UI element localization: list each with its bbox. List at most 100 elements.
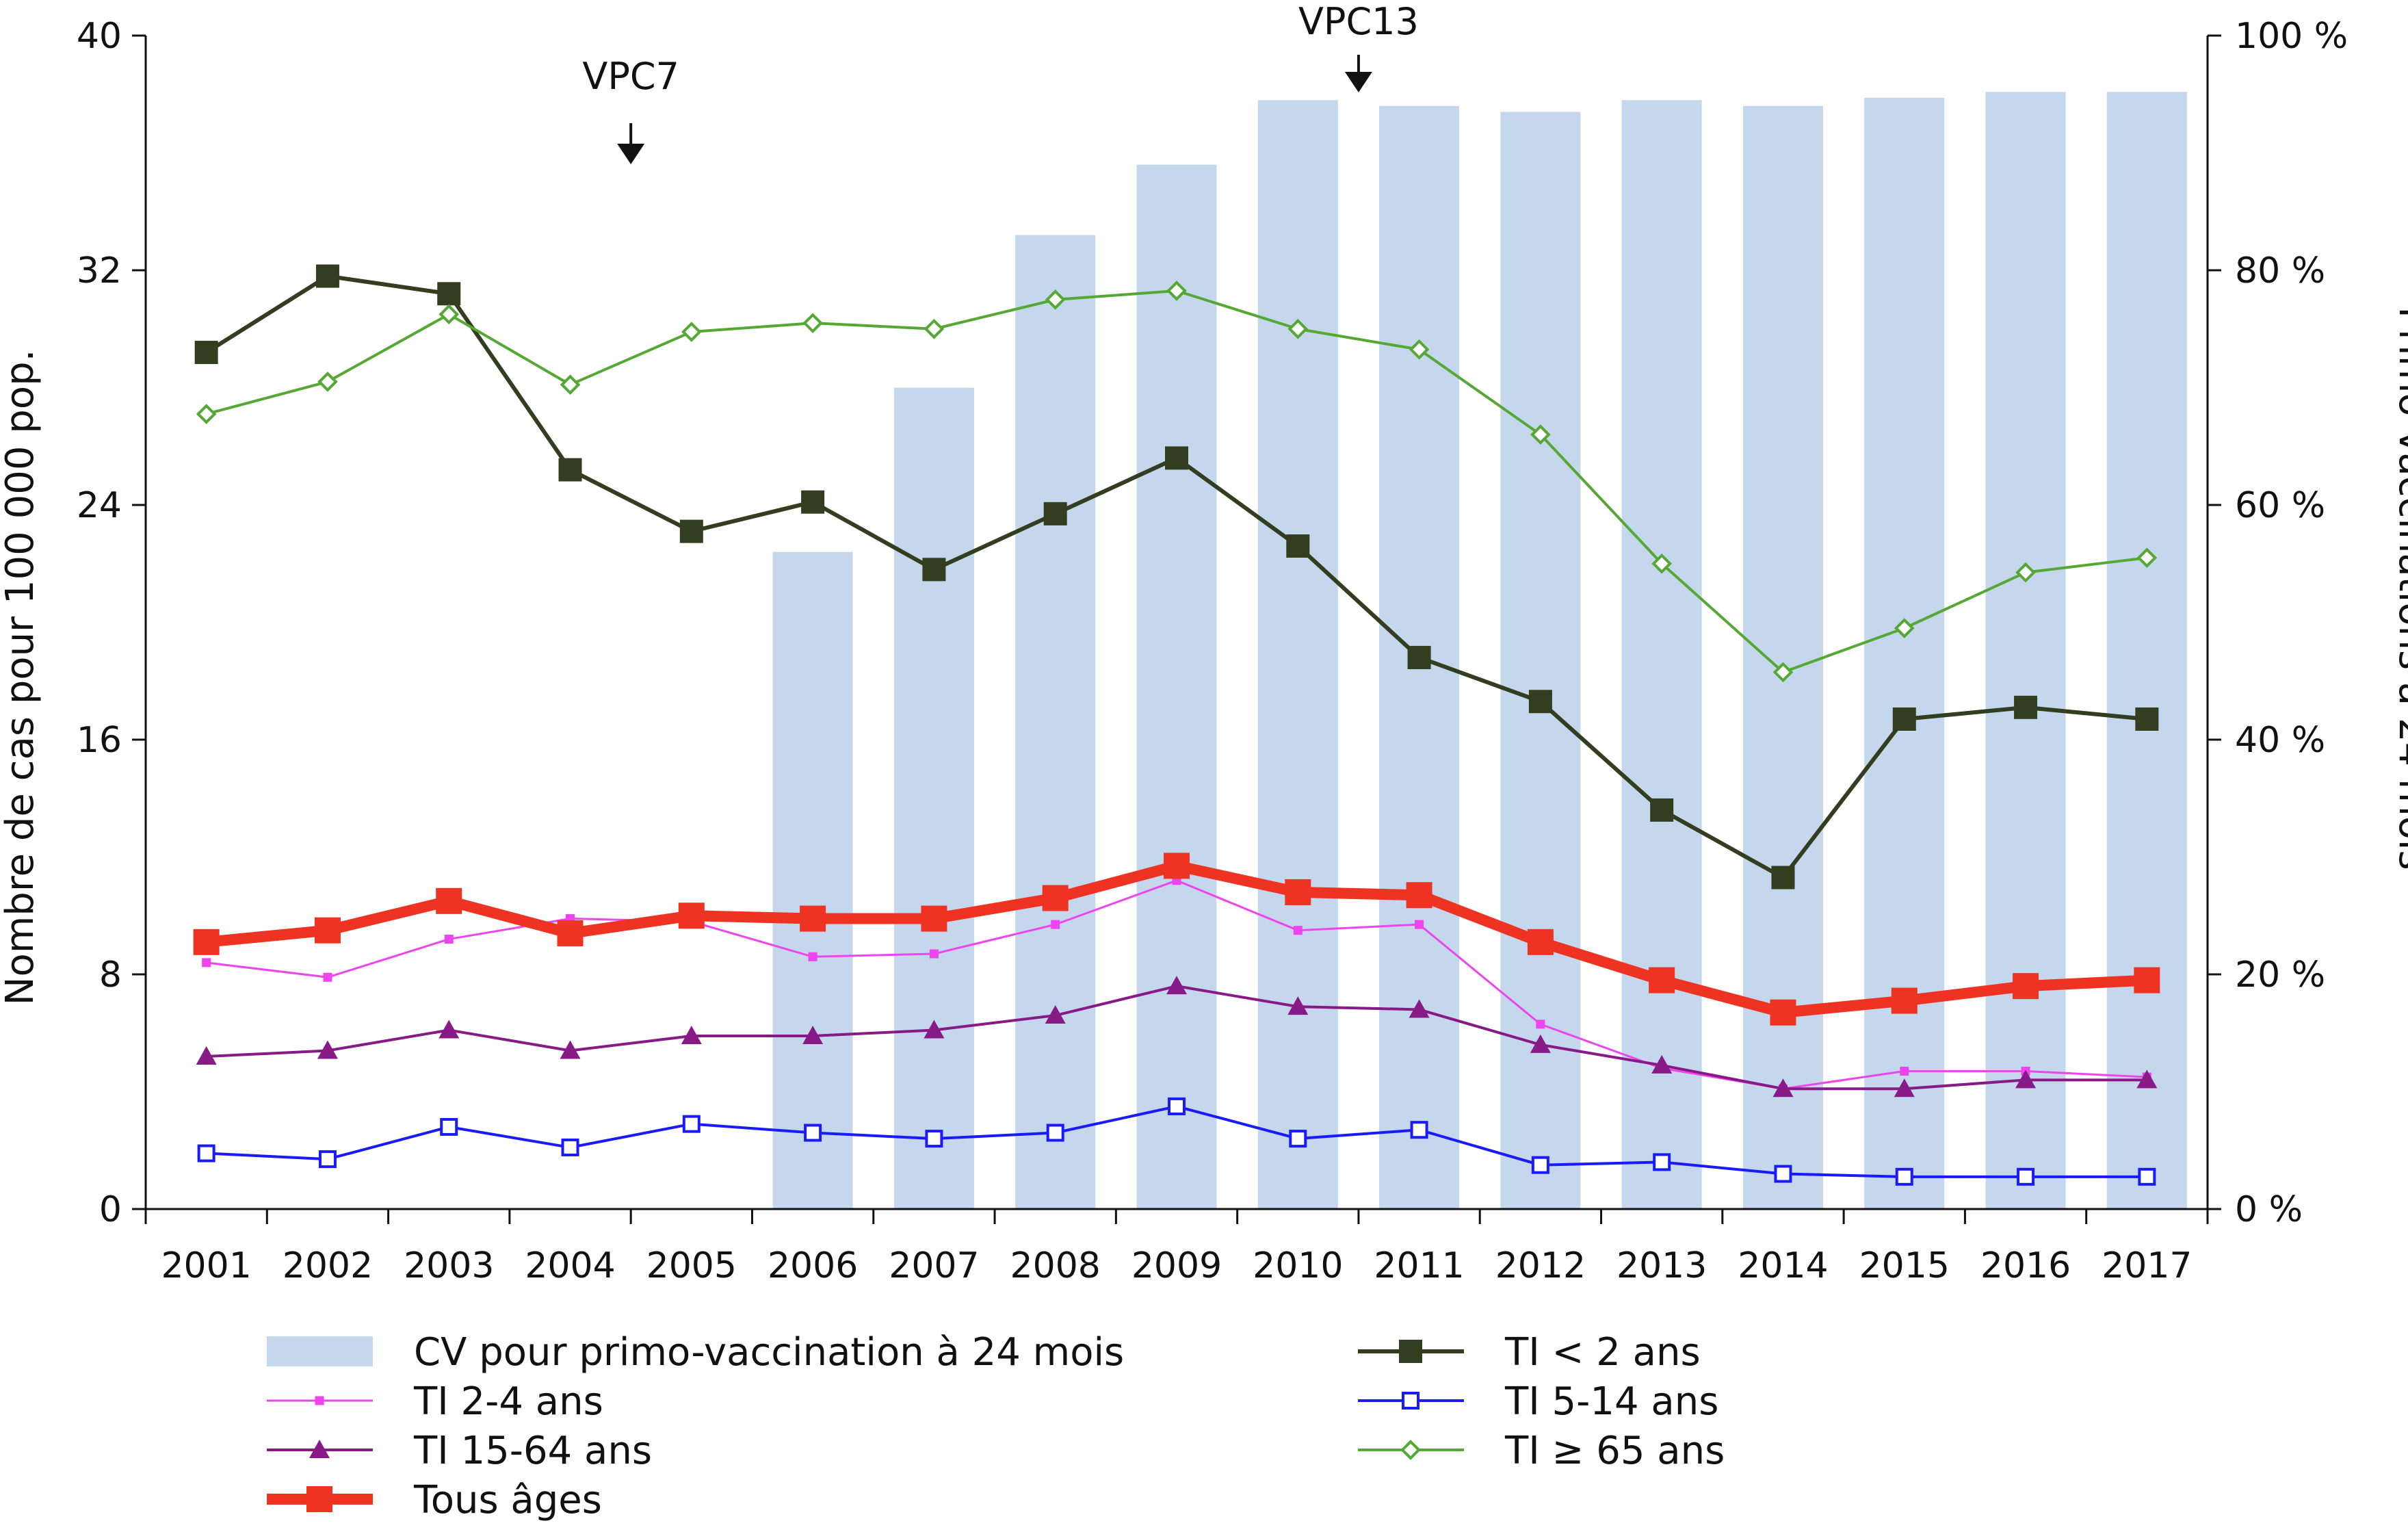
x-tick-label: 2001 xyxy=(161,1245,251,1286)
x-tick-label: 2002 xyxy=(283,1245,373,1286)
data-point-2010 xyxy=(1287,996,1309,1015)
y-axis-right-title: Primo-vaccinations à 24 mois xyxy=(2390,307,2408,870)
legend-item: CV pour primo-vaccination à 24 mois xyxy=(267,1330,1124,1375)
data-point-2009 xyxy=(1166,281,1187,301)
data-point-2007 xyxy=(921,905,947,932)
y-left-tick-label: 24 xyxy=(77,485,122,526)
data-point-2011 xyxy=(1409,999,1430,1018)
data-point-2002 xyxy=(317,372,338,392)
data-point-2011 xyxy=(1409,339,1430,360)
data-point-2005 xyxy=(681,322,702,342)
data-point-2011 xyxy=(1415,920,1424,929)
data-point-2004 xyxy=(558,458,582,482)
data-point-2003 xyxy=(437,282,461,306)
data-point-2006 xyxy=(801,490,825,514)
data-point-2012 xyxy=(1527,929,1554,955)
data-point-2007 xyxy=(929,949,939,959)
data-point-2013 xyxy=(1651,553,1673,574)
data-point-2002 xyxy=(315,264,339,288)
data-point-2006 xyxy=(804,1124,822,1142)
x-tick-label: 2015 xyxy=(1859,1245,1950,1286)
data-point-2010 xyxy=(1286,534,1310,558)
data-point-2001 xyxy=(194,341,218,365)
y-right-tick-label: 100 % xyxy=(2235,16,2348,57)
legend-swatch-marker xyxy=(1402,1392,1419,1410)
x-tick-label: 2013 xyxy=(1617,1245,1707,1286)
coverage-bars xyxy=(772,92,2187,1210)
data-point-2008 xyxy=(1043,502,1067,525)
legend-item: TI ≥ 65 ans xyxy=(1358,1429,1725,1473)
data-point-2001 xyxy=(197,1144,215,1163)
data-point-2011 xyxy=(1407,645,1431,669)
data-point-2013 xyxy=(1650,798,1674,822)
legend-swatch-marker xyxy=(1399,1340,1422,1363)
data-point-2005 xyxy=(682,1115,701,1133)
legend-item: TI < 2 ans xyxy=(1358,1330,1701,1375)
data-point-2016 xyxy=(2015,1069,2037,1089)
x-tick-label: 2006 xyxy=(768,1245,858,1286)
data-point-2009 xyxy=(1164,853,1190,879)
data-point-2009 xyxy=(1165,446,1188,470)
data-point-2008 xyxy=(1051,920,1060,929)
data-point-2004 xyxy=(557,920,584,946)
series-ti-5-14-ans xyxy=(197,1097,2156,1186)
data-point-2017 xyxy=(2136,1069,2158,1089)
annotation-vpc13: VPC13 xyxy=(1298,0,1419,92)
x-tick-label: 2010 xyxy=(1253,1245,1343,1286)
data-point-2007 xyxy=(924,1020,945,1039)
legend-label: Tous âges xyxy=(413,1478,602,1522)
data-point-2004 xyxy=(560,374,581,395)
data-point-2008 xyxy=(1046,1124,1064,1142)
data-point-2016 xyxy=(2017,1167,2035,1186)
data-point-2001 xyxy=(193,929,220,955)
annotation-label: VPC13 xyxy=(1298,0,1419,43)
y-left-tick-label: 0 xyxy=(99,1189,122,1230)
x-tick-label: 2005 xyxy=(646,1245,737,1286)
legend-label: CV pour primo-vaccination à 24 mois xyxy=(414,1330,1124,1375)
data-point-2013 xyxy=(1649,967,1675,994)
coverage-bar-2008 xyxy=(1015,235,1096,1209)
legend-label: TI ≥ 65 ans xyxy=(1504,1429,1725,1473)
data-point-2002 xyxy=(317,1040,338,1059)
x-tick-label: 2007 xyxy=(889,1245,979,1286)
data-point-2003 xyxy=(439,1020,460,1039)
x-tick-label: 2012 xyxy=(1495,1245,1586,1286)
data-point-2016 xyxy=(2015,562,2036,583)
data-point-2004 xyxy=(561,1138,579,1156)
data-point-2005 xyxy=(681,1026,702,1045)
data-point-2010 xyxy=(1287,318,1309,339)
coverage-bar-2016 xyxy=(1985,92,2066,1209)
legend-swatch-bar xyxy=(267,1336,373,1366)
coverage-bar-2010 xyxy=(1257,100,1338,1210)
data-point-2008 xyxy=(1045,1005,1066,1024)
coverage-bar-2009 xyxy=(1136,164,1217,1209)
data-point-2014 xyxy=(1772,662,1794,683)
data-point-2002 xyxy=(314,917,341,944)
data-point-2007 xyxy=(922,558,946,582)
x-tick-label: 2011 xyxy=(1374,1245,1464,1286)
annotation-arrow-head xyxy=(1344,72,1372,92)
data-point-2003 xyxy=(439,304,460,325)
annotation-arrow-head xyxy=(617,144,645,164)
x-tick-label: 2009 xyxy=(1131,1245,1222,1286)
legend-swatch-marker xyxy=(306,1486,332,1512)
data-point-2016 xyxy=(2014,695,2038,719)
data-point-2014 xyxy=(1772,1078,1794,1098)
data-point-2009 xyxy=(1166,976,1187,995)
y-left-tick-label: 16 xyxy=(77,720,122,761)
x-tick-label: 2004 xyxy=(525,1245,615,1286)
data-point-2009 xyxy=(1168,1097,1186,1115)
series-lines xyxy=(193,264,2160,1186)
data-point-2006 xyxy=(802,1026,824,1045)
axes: 0 8 16 24 32 40 0 % 20 % 40 % 60 % 80 % 100 % 2001 20… xyxy=(77,16,2348,1286)
data-point-2014 xyxy=(1771,866,1795,890)
x-tick-label: 2008 xyxy=(1010,1245,1101,1286)
series-ti-15-64-ans xyxy=(196,976,2158,1098)
data-point-2006 xyxy=(802,313,823,334)
data-point-2014 xyxy=(1770,999,1796,1026)
data-point-2017 xyxy=(2136,547,2158,569)
data-point-2014 xyxy=(1774,1165,1792,1183)
data-point-2002 xyxy=(318,1150,337,1169)
data-point-2003 xyxy=(440,1117,458,1136)
coverage-bar-2017 xyxy=(2106,92,2187,1209)
